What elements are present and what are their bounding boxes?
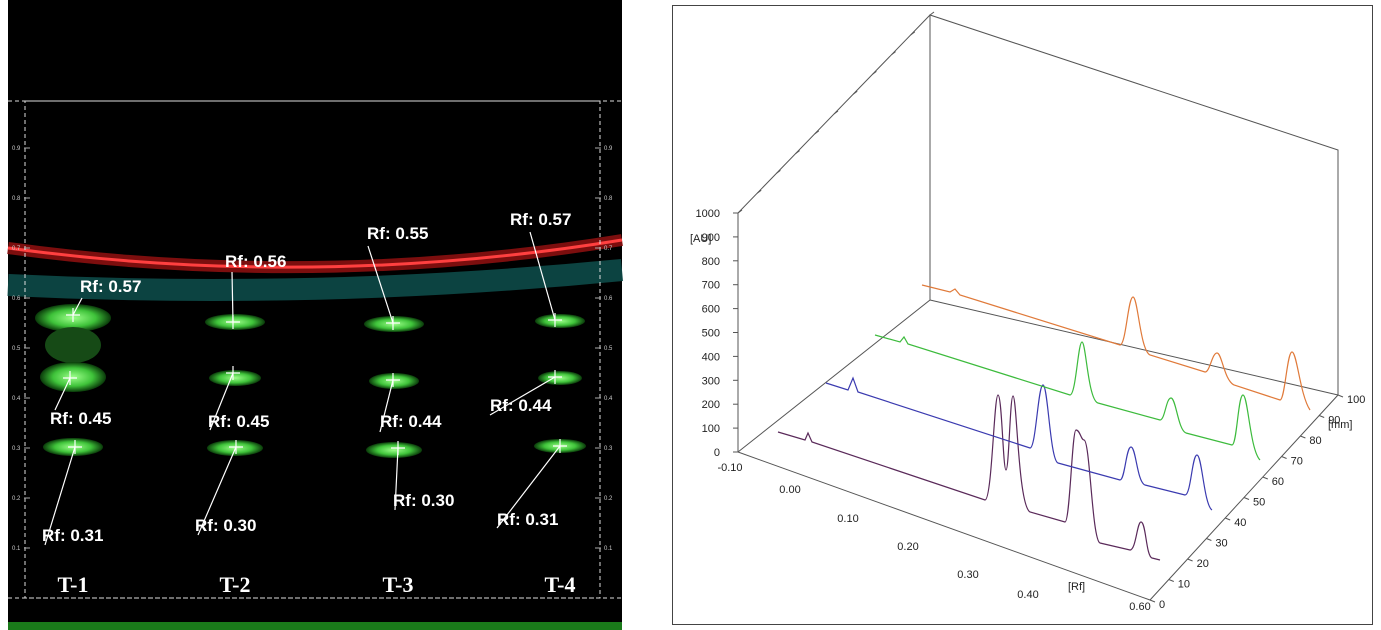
z-axis-label: [mm]: [1328, 419, 1352, 431]
y-tick-label: 800: [702, 256, 720, 268]
scale-label: 0.1: [12, 546, 21, 552]
rf-label: Rf: 0.44: [490, 396, 552, 415]
y-tick-label: 600: [702, 304, 720, 316]
y-tick-label: 400: [702, 351, 720, 363]
lane-label: T-1: [58, 572, 89, 597]
scale-label: 0.4: [604, 396, 613, 402]
z-tick-label: 30: [1215, 538, 1227, 550]
x-tick-label: 0.40: [1017, 589, 1038, 601]
scale-label: 0.2: [12, 496, 21, 502]
z-tick-label: 50: [1253, 497, 1265, 509]
z-tick-label: 70: [1291, 456, 1303, 468]
rf-label: Rf: 0.31: [42, 526, 103, 545]
rf-label: Rf: 0.57: [510, 210, 571, 229]
rf-label: Rf: 0.57: [80, 277, 141, 296]
page: {"plate": { "lanes": ["T-1", "T-2", "T-3…: [0, 0, 1381, 630]
rf-label: Rf: 0.44: [380, 412, 442, 431]
scale-label: 0.3: [604, 446, 613, 452]
rf-label: Rf: 0.31: [497, 510, 558, 529]
y-tick-label: 200: [702, 399, 720, 411]
z-tick-label: 20: [1197, 558, 1209, 570]
densitogram: 01002003004005006007008009001000-0.100.0…: [673, 6, 1373, 625]
x-tick-label: 0.20: [897, 541, 918, 553]
x-tick-label: 0.60: [1129, 601, 1150, 613]
z-tick-label: 60: [1272, 476, 1284, 488]
scale-label: 0.9: [604, 146, 613, 152]
scale-label: 0.6: [604, 296, 613, 302]
z-tick-label: 0: [1159, 599, 1165, 611]
z-tick-label: 10: [1178, 579, 1190, 591]
rf-label: Rf: 0.30: [393, 491, 454, 510]
y-tick-label: 0: [714, 447, 720, 459]
lane-label: T-3: [383, 572, 414, 597]
tlc-plate: Rf: 0.57 Rf: 0.45 Rf: 0.31 Rf: 0.56 Rf: …: [8, 0, 622, 630]
scale-label: 0.7: [12, 246, 21, 252]
x-tick-label: 0.00: [779, 484, 800, 496]
scale-label: 0.7: [604, 246, 613, 252]
y-tick-label: 1000: [696, 208, 720, 220]
lane-label: T-2: [220, 572, 251, 597]
scale-label: 0.6: [12, 296, 21, 302]
scale-label: 0.8: [12, 196, 21, 202]
scale-label: 0.4: [12, 396, 21, 402]
z-tick-label: 80: [1309, 435, 1321, 447]
scale-label: 0.8: [604, 196, 613, 202]
scale-label: 0.2: [604, 496, 613, 502]
figure: Rf: 0.57 Rf: 0.45 Rf: 0.31 Rf: 0.56 Rf: …: [0, 0, 1381, 630]
y-tick-label: 300: [702, 375, 720, 387]
x-tick-label: 0.30: [957, 569, 978, 581]
x-axis-label: [Rf]: [1068, 581, 1085, 593]
scale-label: 0.3: [12, 446, 21, 452]
x-tick-label: 0.10: [837, 513, 858, 525]
rf-label: Rf: 0.55: [367, 224, 428, 243]
scale-label: 0.5: [12, 346, 21, 352]
y-tick-label: 500: [702, 328, 720, 340]
rf-label: Rf: 0.45: [50, 409, 111, 428]
scale-label: 0.9: [12, 146, 21, 152]
z-tick-label: 100: [1347, 394, 1365, 406]
scale-label: 0.1: [604, 546, 613, 552]
rf-label: Rf: 0.56: [225, 252, 286, 271]
y-tick-label: 100: [702, 423, 720, 435]
rf-label: Rf: 0.45: [208, 412, 269, 431]
lane-label: T-4: [545, 572, 576, 597]
rf-label: Rf: 0.30: [195, 516, 256, 535]
y-axis-label: [AU]: [690, 233, 711, 245]
scale-label: 0.5: [604, 346, 613, 352]
y-tick-label: 700: [702, 280, 720, 292]
x-tick-label: -0.10: [717, 462, 742, 474]
z-tick-label: 40: [1234, 517, 1246, 529]
